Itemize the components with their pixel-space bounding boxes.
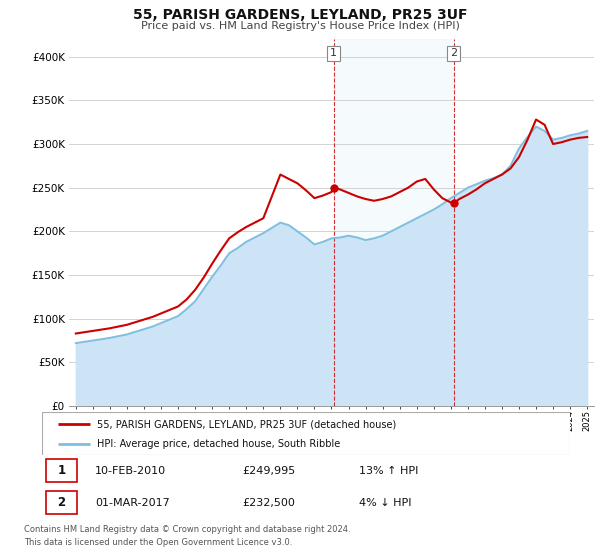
Text: 1: 1 bbox=[330, 48, 337, 58]
Text: £232,500: £232,500 bbox=[242, 498, 296, 508]
Text: Contains HM Land Registry data © Crown copyright and database right 2024.
This d: Contains HM Land Registry data © Crown c… bbox=[24, 525, 350, 547]
Text: HPI: Average price, detached house, South Ribble: HPI: Average price, detached house, Sout… bbox=[97, 439, 341, 449]
Text: 4% ↓ HPI: 4% ↓ HPI bbox=[359, 498, 412, 508]
Text: 01-MAR-2017: 01-MAR-2017 bbox=[95, 498, 170, 508]
Text: 10-FEB-2010: 10-FEB-2010 bbox=[95, 466, 166, 476]
Text: 2: 2 bbox=[58, 496, 65, 510]
Text: 55, PARISH GARDENS, LEYLAND, PR25 3UF: 55, PARISH GARDENS, LEYLAND, PR25 3UF bbox=[133, 8, 467, 22]
Text: 13% ↑ HPI: 13% ↑ HPI bbox=[359, 466, 418, 476]
Bar bbox=[46, 459, 77, 482]
Text: Price paid vs. HM Land Registry's House Price Index (HPI): Price paid vs. HM Land Registry's House … bbox=[140, 21, 460, 31]
Text: 55, PARISH GARDENS, LEYLAND, PR25 3UF (detached house): 55, PARISH GARDENS, LEYLAND, PR25 3UF (d… bbox=[97, 419, 397, 429]
Text: 1: 1 bbox=[58, 464, 65, 477]
Text: £249,995: £249,995 bbox=[242, 466, 296, 476]
Bar bbox=[334, 39, 454, 406]
Text: 2: 2 bbox=[450, 48, 457, 58]
Bar bbox=[46, 491, 77, 515]
